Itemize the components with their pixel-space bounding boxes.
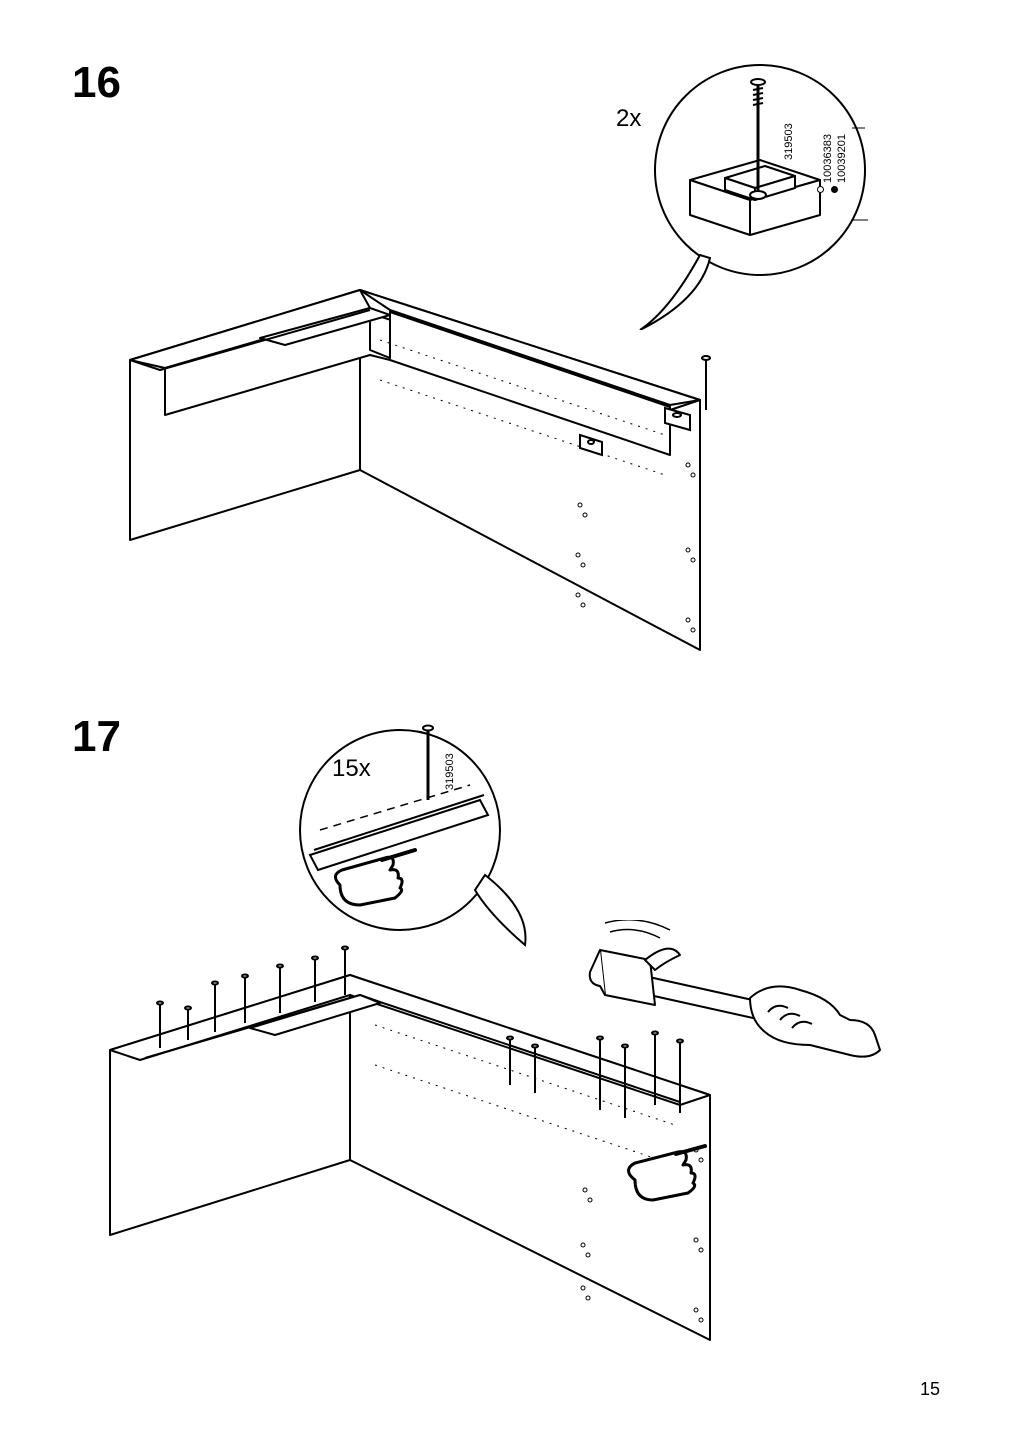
step-17-number: 17 bbox=[72, 712, 121, 762]
step16-marker-filled bbox=[831, 186, 838, 193]
step16-bracket-part-b: 10039201 bbox=[836, 134, 848, 183]
page-number: 15 bbox=[920, 1379, 940, 1400]
step16-box bbox=[110, 250, 730, 670]
step16-qty: 2x bbox=[616, 105, 641, 133]
step16-nail-part: 319503 bbox=[783, 123, 795, 160]
step17-qty: 15x bbox=[332, 755, 371, 783]
assembly-page: 16 17 15 bbox=[0, 0, 1012, 1432]
step16-marker-open bbox=[817, 186, 824, 193]
step17-nail-part: 319503 bbox=[444, 753, 456, 790]
step16-bracket-part-a: 10036383 bbox=[822, 134, 834, 183]
step17-callout bbox=[270, 700, 530, 950]
step-16-number: 16 bbox=[72, 58, 121, 108]
step17-box bbox=[90, 920, 750, 1360]
